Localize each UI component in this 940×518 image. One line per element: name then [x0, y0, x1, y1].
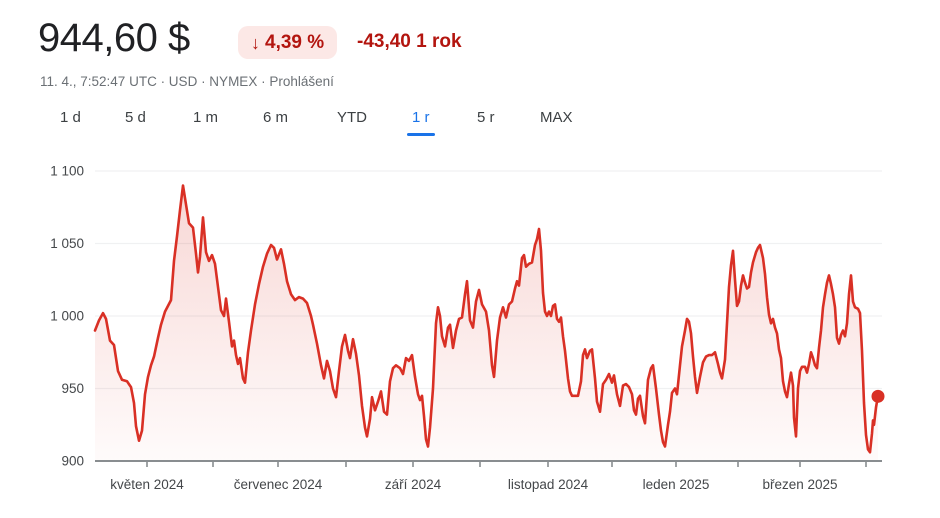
svg-text:září 2024: září 2024	[385, 477, 442, 492]
change-absolute-value: -43,40 1 rok	[357, 31, 462, 52]
svg-text:1 000: 1 000	[50, 309, 84, 324]
svg-text:květen 2024: květen 2024	[110, 477, 184, 492]
tab-ytd[interactable]: YTD	[337, 109, 367, 126]
svg-text:červenec 2024: červenec 2024	[234, 477, 323, 492]
svg-text:1 100: 1 100	[50, 164, 84, 179]
tab-max[interactable]: MAX	[540, 109, 573, 126]
tab-5r[interactable]: 5 r	[477, 109, 495, 126]
tab-6m[interactable]: 6 m	[263, 109, 289, 126]
quote-meta-text: 11. 4., 7:52:47 UTC · USD · NYMEX ·	[40, 74, 266, 89]
svg-text:900: 900	[61, 454, 84, 469]
change-percent-badge: ↓ 4,39 %	[238, 26, 338, 59]
tab-5d[interactable]: 5 d	[125, 109, 146, 126]
svg-text:březen 2025: březen 2025	[762, 477, 837, 492]
tab-1m[interactable]: 1 m	[193, 109, 219, 126]
disclaimer-link[interactable]: Prohlášení	[269, 74, 334, 89]
price-value: 944,60 $	[38, 16, 190, 60]
svg-text:1 050: 1 050	[50, 236, 84, 251]
tab-1d[interactable]: 1 d	[60, 109, 81, 126]
svg-text:listopad 2024: listopad 2024	[508, 477, 589, 492]
down-arrow-icon: ↓	[251, 32, 260, 53]
tab-1r[interactable]: 1 r	[407, 109, 434, 136]
quote-meta: 11. 4., 7:52:47 UTC · USD · NYMEX · Proh…	[40, 74, 334, 89]
svg-text:950: 950	[61, 381, 84, 396]
range-tabs: 1 d 5 d 1 m 6 m YTD 1 r 5 r MAX	[0, 108, 940, 136]
change-percent-value: 4,39 %	[265, 31, 325, 53]
svg-text:leden 2025: leden 2025	[643, 477, 710, 492]
